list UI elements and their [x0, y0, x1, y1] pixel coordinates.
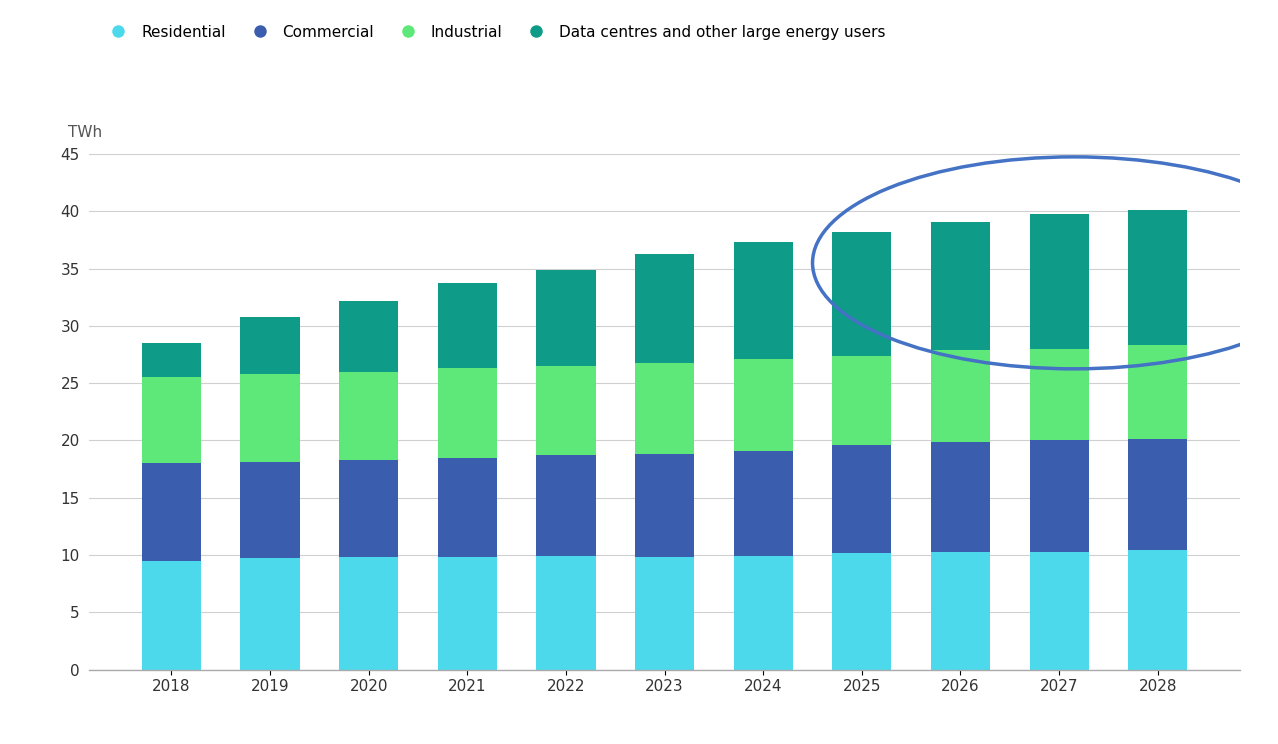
- Bar: [635, 254, 694, 362]
- Bar: [240, 374, 299, 462]
- Bar: [437, 557, 497, 670]
- Bar: [537, 557, 596, 670]
- Bar: [240, 462, 299, 559]
- Bar: [339, 372, 399, 460]
- Bar: [930, 222, 990, 350]
- Bar: [832, 553, 892, 670]
- Bar: [142, 343, 201, 377]
- Bar: [1030, 551, 1089, 670]
- Bar: [437, 458, 497, 557]
- Bar: [240, 317, 299, 374]
- Bar: [930, 350, 990, 442]
- Bar: [339, 557, 399, 670]
- Bar: [142, 377, 201, 464]
- Bar: [930, 551, 990, 670]
- Bar: [537, 455, 596, 557]
- Bar: [635, 557, 694, 670]
- Bar: [437, 283, 497, 368]
- Bar: [1128, 345, 1187, 439]
- Bar: [1030, 440, 1089, 551]
- Bar: [240, 559, 299, 670]
- Bar: [930, 442, 990, 551]
- Bar: [734, 359, 792, 451]
- Bar: [1128, 210, 1187, 345]
- Bar: [1128, 439, 1187, 551]
- Bar: [832, 356, 892, 445]
- Bar: [734, 243, 792, 359]
- Bar: [635, 454, 694, 557]
- Bar: [142, 464, 201, 561]
- Bar: [734, 557, 792, 670]
- Bar: [635, 362, 694, 454]
- Text: TWh: TWh: [68, 125, 102, 141]
- Bar: [832, 232, 892, 356]
- Bar: [437, 368, 497, 458]
- Bar: [142, 561, 201, 670]
- Bar: [832, 445, 892, 553]
- Bar: [339, 460, 399, 557]
- Bar: [1030, 214, 1089, 349]
- Bar: [537, 366, 596, 455]
- Bar: [537, 270, 596, 366]
- Bar: [734, 451, 792, 557]
- Bar: [339, 301, 399, 372]
- Bar: [1030, 349, 1089, 440]
- Legend: Residential, Commercial, Industrial, Data centres and other large energy users: Residential, Commercial, Industrial, Dat…: [97, 19, 892, 45]
- Bar: [1128, 551, 1187, 670]
